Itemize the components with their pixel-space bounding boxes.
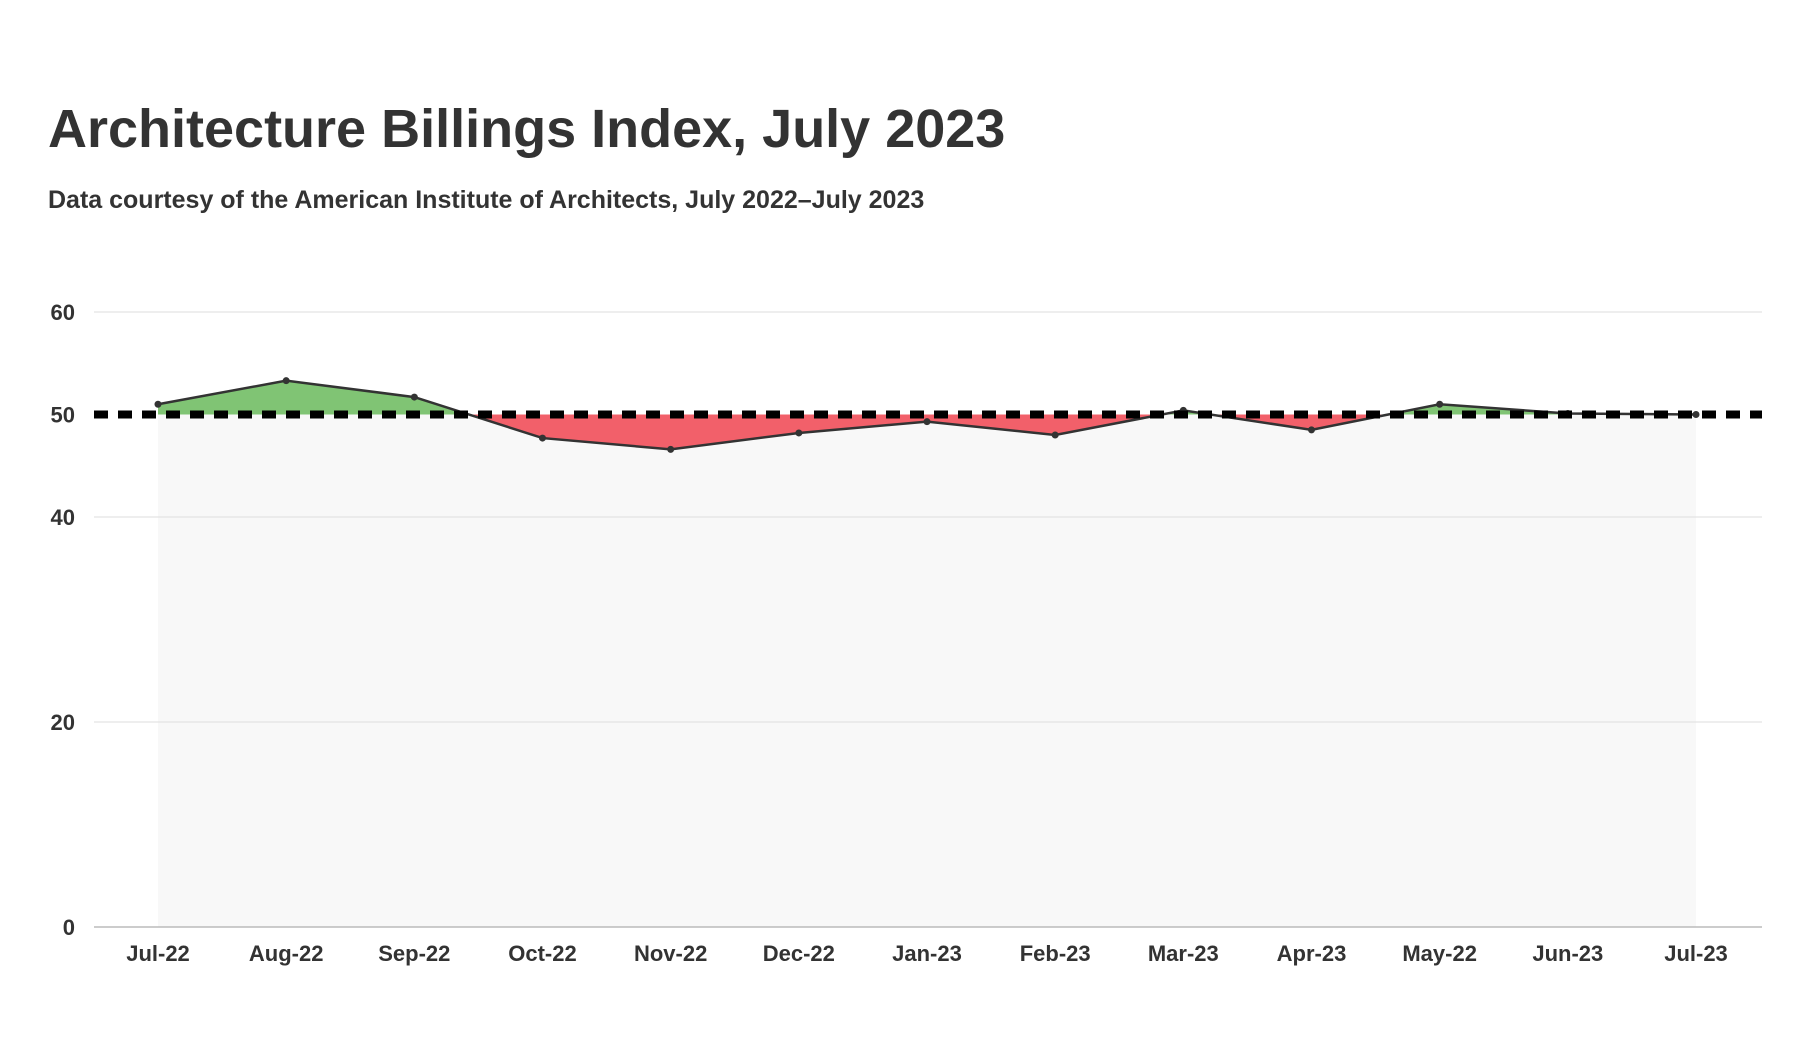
area-below-threshold: [158, 414, 1696, 450]
x-tick-label: Jan-23: [892, 941, 962, 966]
x-tick-label: May-22: [1402, 941, 1477, 966]
x-tick-label: Jun-23: [1532, 941, 1603, 966]
y-tick-label: 20: [51, 710, 75, 735]
y-tick-label: 0: [63, 915, 75, 940]
x-tick-label: Aug-22: [249, 941, 324, 966]
data-point: [282, 377, 290, 385]
x-tick-label: Mar-23: [1148, 941, 1219, 966]
data-point: [667, 445, 675, 453]
x-tick-label: Sep-22: [378, 941, 450, 966]
x-tick-label: Jul-22: [126, 941, 190, 966]
x-tick-label: Nov-22: [634, 941, 707, 966]
x-tick-label: Oct-22: [508, 941, 576, 966]
x-tick-label: Feb-23: [1020, 941, 1091, 966]
x-tick-label: Apr-23: [1277, 941, 1347, 966]
y-tick-label: 40: [51, 505, 75, 530]
data-point: [1308, 426, 1315, 434]
chart-subtitle: Data courtesy of the American Institute …: [48, 186, 925, 214]
y-tick-label: 60: [51, 300, 75, 325]
data-point: [154, 400, 162, 408]
data-point: [1692, 411, 1700, 418]
data-point: [795, 429, 803, 437]
data-point: [539, 434, 546, 442]
plot-background: [158, 414, 1696, 927]
x-tick-label: Dec-22: [763, 941, 835, 966]
data-point: [410, 393, 418, 401]
y-tick-label: 50: [51, 403, 75, 428]
chart-title: Architecture Billings Index, July 2023: [48, 99, 1006, 159]
x-tick-label: Jul-23: [1664, 941, 1728, 966]
data-point: [1051, 431, 1059, 439]
data-point: [923, 418, 931, 426]
data-point: [1436, 400, 1444, 408]
